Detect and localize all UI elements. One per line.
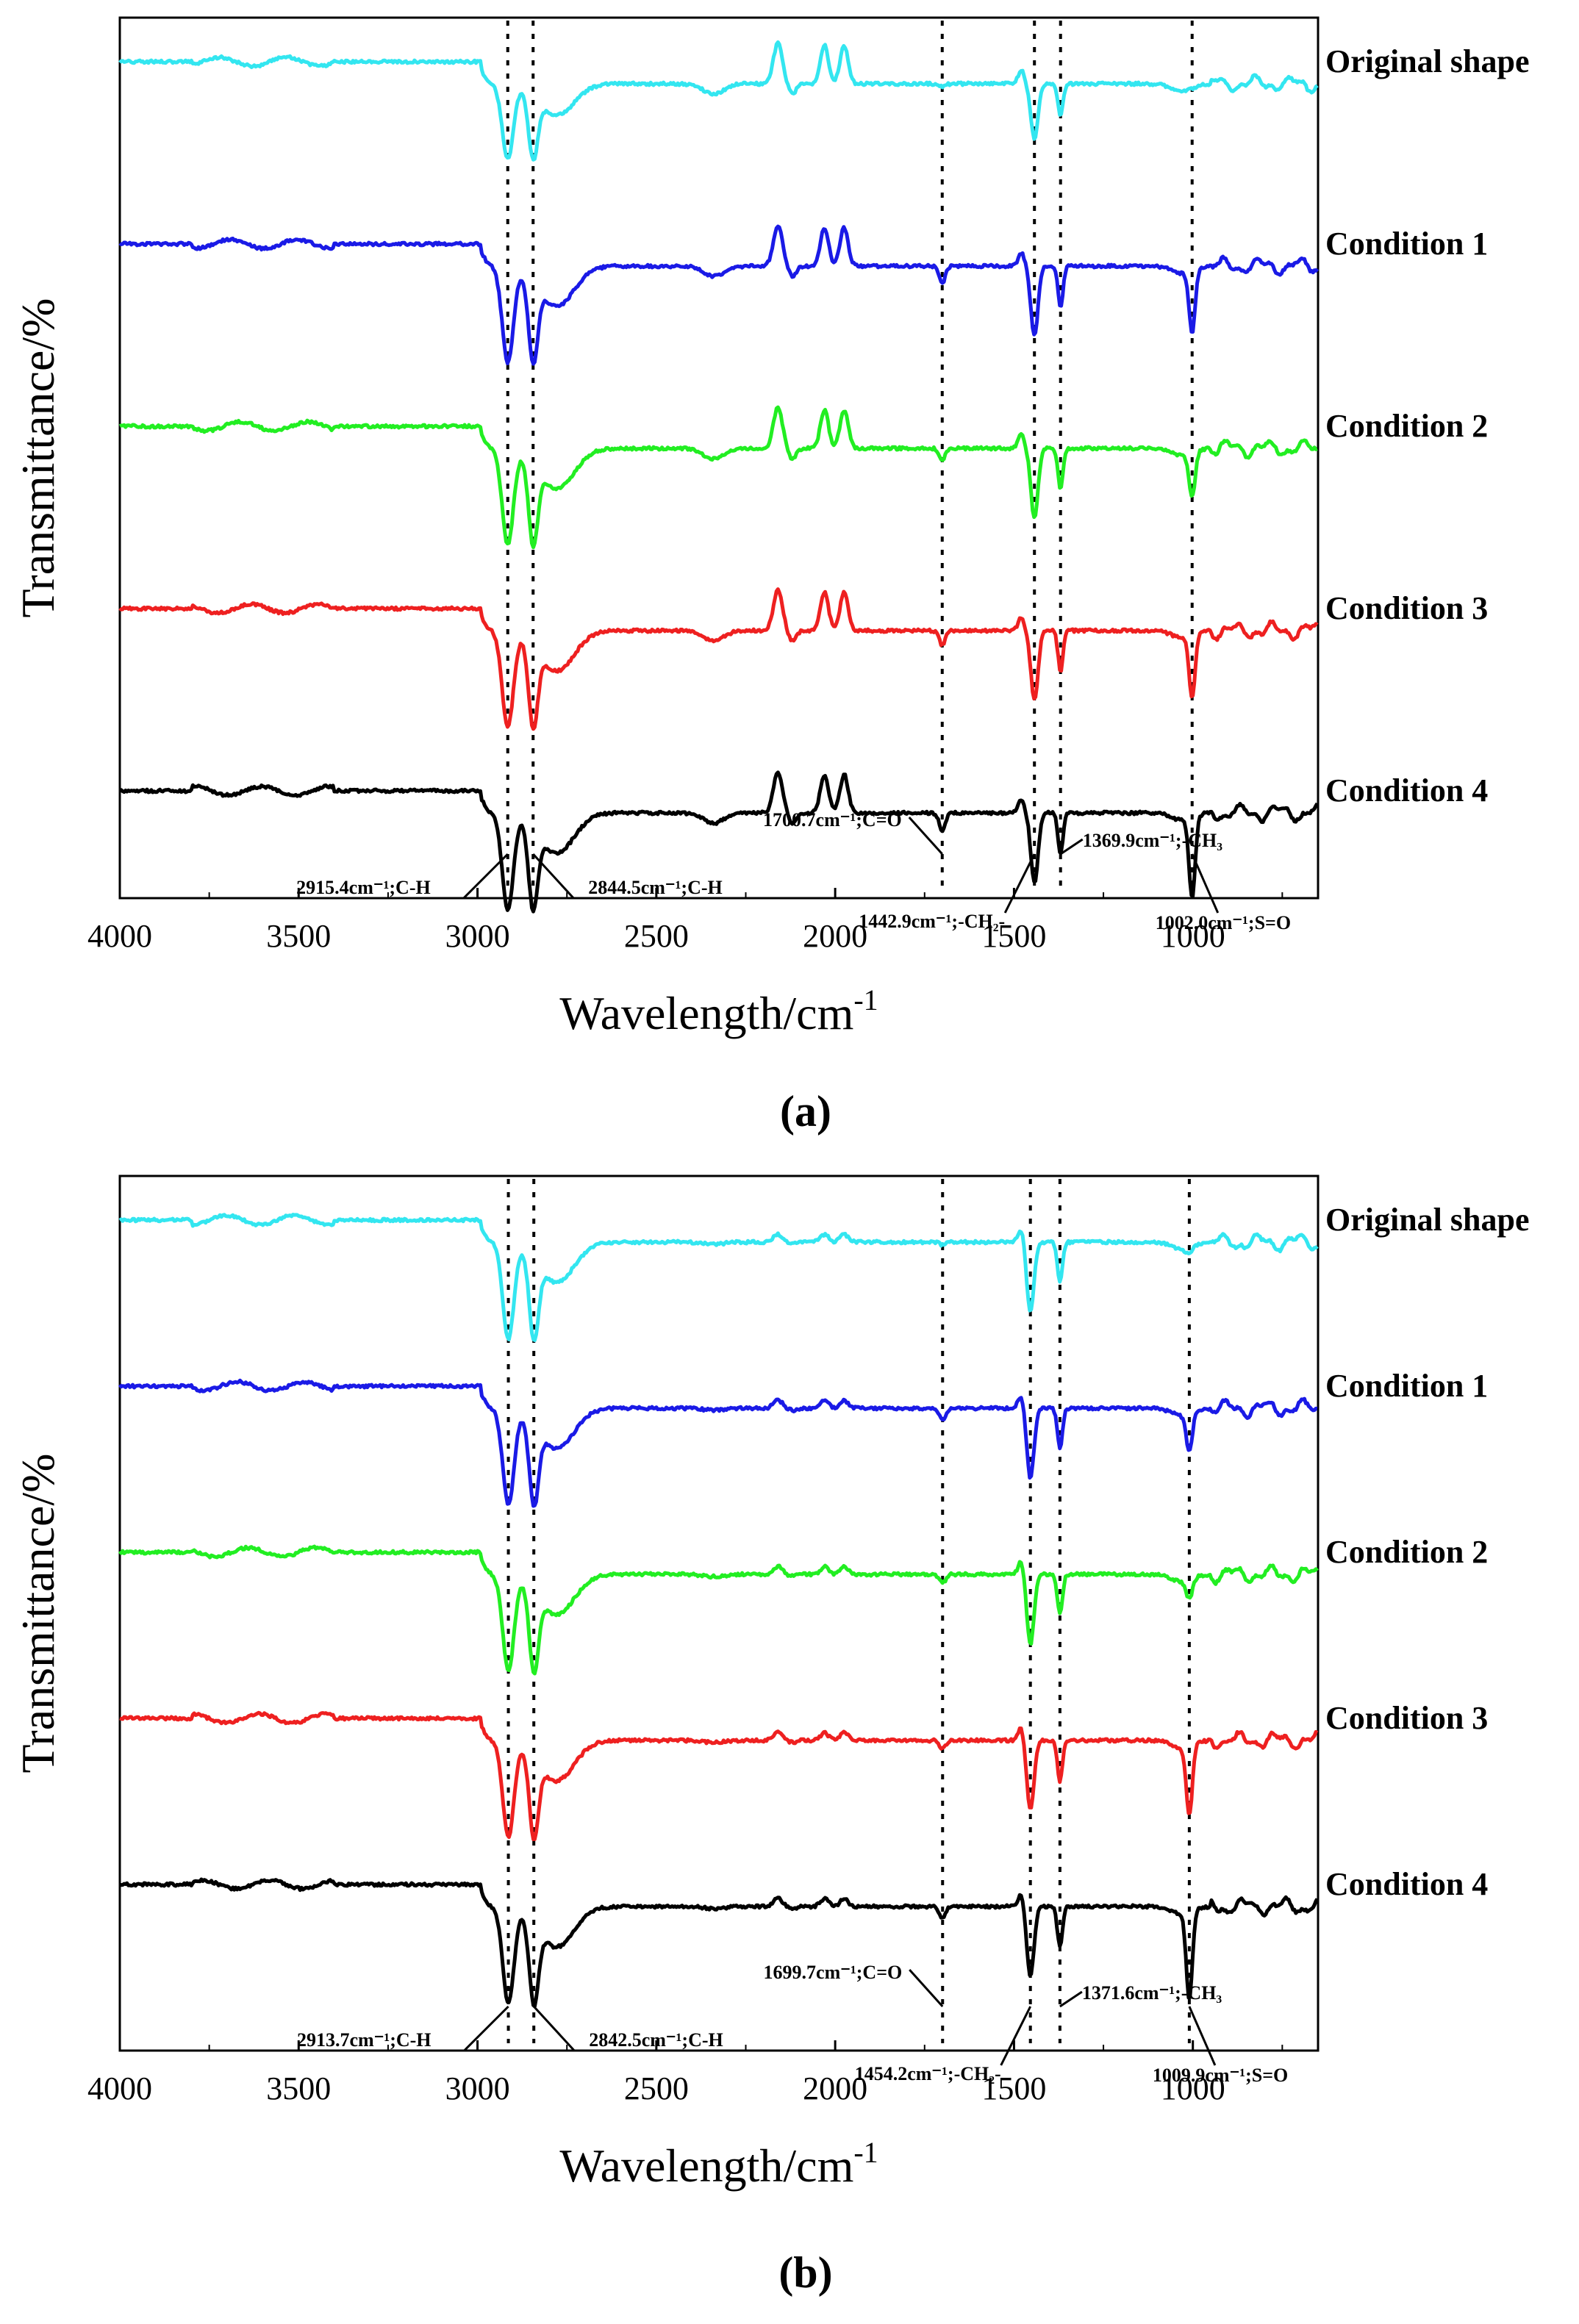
annotation-label: 1454.2cm⁻¹;-CH₂- xyxy=(855,2063,1001,2084)
annotation-label: 2842.5cm⁻¹;C-H xyxy=(589,2029,723,2051)
x-tick-label: 2500 xyxy=(624,918,689,954)
annotation-label: 1009.9cm⁻¹;S=O xyxy=(1153,2065,1288,2086)
annotation-leader xyxy=(532,853,575,900)
panel-a-chart: 4000 3500 3000 2500 2000 1500 1000 Wavelength/c… xyxy=(12,16,1530,1039)
series-line xyxy=(118,587,1319,731)
x-tick-label: 3500 xyxy=(266,918,331,954)
x-tick-label: 2000 xyxy=(803,2070,867,2106)
annotation-label: 1699.7cm⁻¹;C=O xyxy=(764,1962,903,1983)
series-line xyxy=(118,770,1320,914)
series-label: Condition 1 xyxy=(1325,1368,1488,1404)
annotation-leader xyxy=(463,2005,509,2052)
annotation-leader xyxy=(1191,853,1220,914)
series-label: Condition 4 xyxy=(1325,1866,1488,1902)
plot-frame xyxy=(118,1174,1320,2052)
annotation-leader xyxy=(1000,2006,1032,2066)
series-label: Condition 2 xyxy=(1325,1534,1488,1570)
series-label: Condition 3 xyxy=(1325,590,1488,626)
panel-label-a: (a) xyxy=(780,1087,831,1136)
annotation-leader xyxy=(909,1968,944,2008)
annotation-label: 1369.9cm⁻¹;-CH₃ xyxy=(1083,830,1223,851)
panel-label-b: (b) xyxy=(778,2248,833,2297)
annotation-label: 2913.7cm⁻¹;C-H xyxy=(297,2029,432,2051)
series-label: Original shape xyxy=(1325,43,1530,79)
x-axis-title-superscript: -1 xyxy=(853,2136,878,2169)
series-line xyxy=(118,405,1318,550)
annotation-label: 1371.6cm⁻¹;-CH₃ xyxy=(1082,1982,1222,2004)
annotation-leader xyxy=(533,2005,576,2052)
annotation-label: 2844.5cm⁻¹;C-H xyxy=(588,877,723,898)
x-tick-label: 1000 xyxy=(1161,2070,1225,2106)
series-label: Condition 3 xyxy=(1325,1700,1488,1736)
series-line xyxy=(119,1710,1319,1841)
series-label: Condition 2 xyxy=(1325,408,1488,444)
x-tick-label: 1500 xyxy=(981,918,1046,954)
series-line xyxy=(118,40,1319,162)
x-axis-title: Wavelength/cm-1 xyxy=(559,2136,878,2192)
annotation-label: 1442.9cm⁻¹;-CH₂- xyxy=(859,911,1005,932)
annotation-leader xyxy=(462,853,509,900)
annotation-label: 1002.0cm⁻¹;S=O xyxy=(1156,912,1291,933)
x-tick-label: 4000 xyxy=(87,918,152,954)
x-tick-label: 4000 xyxy=(87,2070,152,2106)
x-tick-label: 2000 xyxy=(803,918,867,954)
series-line xyxy=(119,1877,1320,2009)
annotation-leader xyxy=(908,816,943,856)
x-tick-label: 3500 xyxy=(266,2070,331,2106)
annotation-label: 2915.4cm⁻¹;C-H xyxy=(296,877,431,898)
series-line xyxy=(118,1378,1318,1508)
series-line xyxy=(118,1213,1319,1342)
series-label: Condition 4 xyxy=(1325,772,1488,808)
series-line xyxy=(118,1544,1319,1676)
series-line xyxy=(118,224,1320,366)
x-axis-title: Wavelength/cm-1 xyxy=(559,983,878,1039)
series-label: Original shape xyxy=(1325,1202,1530,1238)
x-axis-title-superscript: -1 xyxy=(853,983,878,1016)
annotation-leader xyxy=(1003,853,1036,914)
annotation-leader xyxy=(1059,1990,1083,2008)
annotation-label: 1700.7cm⁻¹;C=O xyxy=(763,809,902,831)
annotation-leader xyxy=(1188,2006,1217,2066)
panel-b-chart: 4000 3500 3000 2500 2000 1500 1000 Wavelength/c… xyxy=(12,1174,1530,2192)
x-tick-label: 3000 xyxy=(445,2070,510,2106)
x-tick-label: 1500 xyxy=(981,2070,1046,2106)
x-tick-label: 2500 xyxy=(624,2070,689,2106)
x-tick-label: 3000 xyxy=(445,918,510,954)
annotation-leader xyxy=(1059,838,1084,856)
y-axis-title: Transmittance/% xyxy=(12,1454,64,1774)
series-label: Condition 1 xyxy=(1325,226,1488,262)
plot-frame xyxy=(118,16,1320,900)
x-tick-label: 1000 xyxy=(1161,918,1225,954)
y-axis-title: Transmittance/% xyxy=(12,298,64,618)
